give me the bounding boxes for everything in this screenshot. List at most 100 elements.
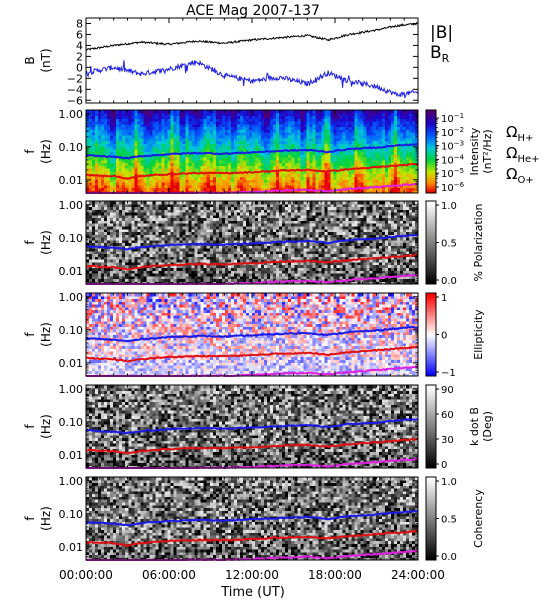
heatmap-cell xyxy=(131,170,135,175)
heatmap-cell xyxy=(342,123,347,128)
colorbar-step xyxy=(426,149,436,153)
heatmap-cell xyxy=(179,228,184,233)
heatmap-cell xyxy=(384,157,389,161)
heatmap-cell xyxy=(110,214,114,219)
heatmap-cell xyxy=(95,134,99,139)
heatmap-cell xyxy=(306,110,310,114)
heatmap-cell xyxy=(288,179,292,183)
heatmap-cell xyxy=(378,179,383,183)
heatmap-cell xyxy=(264,121,268,125)
heatmap-cell xyxy=(98,132,102,136)
heatmap-cell xyxy=(369,176,374,180)
heatmap-cell xyxy=(288,115,292,119)
heatmap-cell xyxy=(119,112,123,117)
heatmap-cell xyxy=(291,151,295,155)
heatmap-cell xyxy=(197,173,202,177)
heatmap-cell xyxy=(122,154,126,158)
heatmap-cell xyxy=(155,203,160,208)
heatmap-cell xyxy=(131,270,135,274)
heatmap-cell xyxy=(375,115,380,119)
heatmap-cell xyxy=(342,126,347,130)
heatmap-cell xyxy=(146,217,150,221)
heatmap-cell xyxy=(113,112,117,117)
heatmap-cell xyxy=(164,137,169,142)
heatmap-cell xyxy=(273,181,277,186)
heatmap-cell xyxy=(137,253,141,257)
heatmap-cell xyxy=(197,126,202,130)
heatmap-cell xyxy=(230,148,235,153)
heatmap-cell xyxy=(113,275,117,280)
heatmap-cell xyxy=(98,275,102,280)
heatmap-cell xyxy=(161,184,166,189)
heatmap-cell xyxy=(360,184,365,189)
heatmap-cell xyxy=(167,148,172,153)
heatmap-cell xyxy=(360,143,365,147)
heatmap-cell xyxy=(315,173,319,177)
heatmap-cell xyxy=(98,248,102,252)
heatmap-cell xyxy=(98,206,102,210)
heatmap-cell xyxy=(375,134,380,139)
heatmap-cell xyxy=(131,242,135,246)
heatmap-cell xyxy=(92,187,96,191)
heatmap-cell xyxy=(321,115,326,119)
heatmap-cell xyxy=(236,176,241,180)
heatmap-cell xyxy=(405,112,410,117)
heatmap-cell xyxy=(273,132,277,136)
heatmap-cell xyxy=(161,242,166,246)
heatmap-cell xyxy=(405,121,410,125)
heatmap-cell xyxy=(95,129,99,133)
heatmap-cell xyxy=(294,162,298,166)
heatmap-cell xyxy=(206,154,211,158)
heatmap-cell xyxy=(224,143,229,147)
heatmap-cell xyxy=(110,225,114,230)
heatmap-cell xyxy=(381,181,386,186)
heatmap-cell xyxy=(318,184,323,189)
heatmap-cell xyxy=(197,272,202,277)
heatmap-cell xyxy=(369,112,374,117)
heatmap-cell xyxy=(152,179,157,183)
colorbar-tick-label: 10−1 xyxy=(441,112,464,125)
heatmap-cell xyxy=(182,203,187,208)
heatmap-cell xyxy=(176,121,181,125)
heatmap-cell xyxy=(405,137,410,142)
heatmap-cell xyxy=(188,201,193,205)
heatmap-cell xyxy=(86,187,90,191)
heatmap-cell xyxy=(321,162,326,166)
heatmap-cell xyxy=(128,239,132,244)
heatmap-cell xyxy=(372,170,377,175)
heatmap-cell xyxy=(158,165,163,169)
heatmap-cell xyxy=(188,231,193,235)
heatmap-cell xyxy=(158,168,163,172)
heatmap-cell xyxy=(375,123,380,128)
heatmap-cell xyxy=(345,126,350,130)
heatmap-cell xyxy=(191,115,196,119)
heatmap-cell xyxy=(345,170,350,175)
heatmap-cell xyxy=(188,264,193,268)
heatmap-cell xyxy=(149,151,153,155)
heatmap-cell xyxy=(200,165,205,169)
colorbar-step xyxy=(426,161,436,165)
heatmap-cell xyxy=(375,190,380,194)
heatmap-cell xyxy=(188,228,193,233)
heatmap-cell xyxy=(146,137,150,142)
heatmap-cell xyxy=(170,143,175,147)
heatmap-cell xyxy=(158,214,163,219)
heatmap-cell xyxy=(107,187,111,191)
heatmap-cell xyxy=(333,179,338,183)
heatmap-cell xyxy=(146,239,150,244)
heatmap-cell xyxy=(270,118,274,122)
heatmap-cell xyxy=(306,154,310,158)
heatmap-cell xyxy=(360,154,365,158)
heatmap-cell xyxy=(158,143,163,147)
heatmap-cell xyxy=(155,143,160,147)
heatmap-cell xyxy=(95,239,99,244)
heatmap-cell xyxy=(327,162,332,166)
heatmap-cell xyxy=(173,236,178,241)
heatmap-cell xyxy=(348,190,353,194)
heatmap-cell xyxy=(155,121,160,125)
heatmap-cell xyxy=(233,145,238,150)
heatmap-cell xyxy=(348,157,353,161)
heatmap-cell xyxy=(146,270,150,274)
heatmap-cell xyxy=(270,129,274,133)
heatmap-cell xyxy=(143,275,147,280)
